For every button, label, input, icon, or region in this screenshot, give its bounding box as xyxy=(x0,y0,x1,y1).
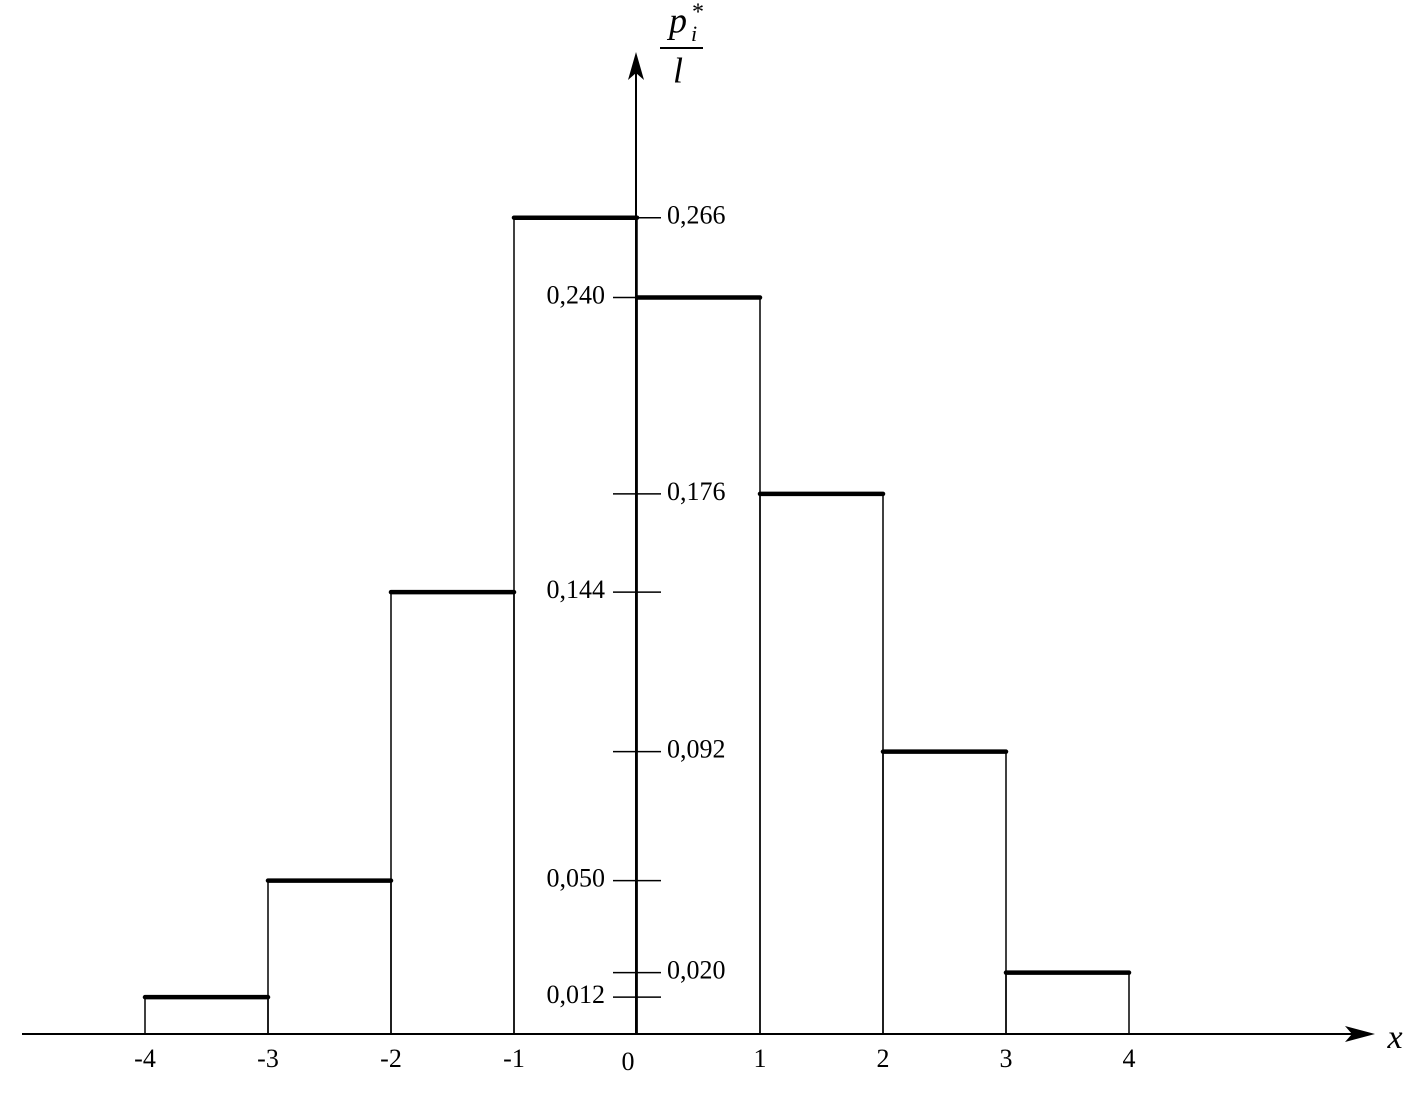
x-tick-label: -1 xyxy=(503,1044,525,1073)
x-axis-arrow xyxy=(1345,1026,1375,1042)
y-label-superscript: * xyxy=(692,0,704,26)
bar-outline xyxy=(1005,971,1130,1034)
y-tick-label: 0,012 xyxy=(547,980,606,1009)
bar-outline xyxy=(144,996,269,1034)
y-tick-label: 0,240 xyxy=(547,280,606,309)
y-label-numerator: p xyxy=(666,0,687,40)
x-tick-label: -2 xyxy=(380,1044,402,1073)
y-tick-label: 0,144 xyxy=(547,575,606,604)
y-tick-label: 0,050 xyxy=(547,864,606,893)
y-axis-arrow xyxy=(628,52,644,80)
y-label-denominator: l xyxy=(673,50,683,90)
bar-outline xyxy=(636,296,761,1034)
x-tick-label: 0 xyxy=(622,1047,635,1076)
x-tick-label: -3 xyxy=(257,1044,279,1073)
x-axis-label: x xyxy=(1386,1019,1402,1056)
y-axis-label: p i * l xyxy=(660,0,704,90)
y-label-subscript: i xyxy=(691,21,697,46)
x-tick-label: 3 xyxy=(1000,1044,1013,1073)
y-tick-label: 0,092 xyxy=(667,735,726,764)
bar-outline xyxy=(390,591,515,1034)
x-tick-label: 2 xyxy=(877,1044,890,1073)
x-tick-label: 1 xyxy=(754,1044,767,1073)
x-tick-label: -4 xyxy=(134,1044,156,1073)
y-tick-label: 0,266 xyxy=(667,201,726,230)
x-tick-label: 4 xyxy=(1123,1044,1136,1073)
bar-outline xyxy=(882,750,1007,1034)
bar-outline xyxy=(267,879,392,1034)
bar-outline xyxy=(513,216,638,1034)
y-tick-label: 0,176 xyxy=(667,477,726,506)
y-tick-label: 0,020 xyxy=(667,956,726,985)
bar-outline xyxy=(759,493,884,1034)
